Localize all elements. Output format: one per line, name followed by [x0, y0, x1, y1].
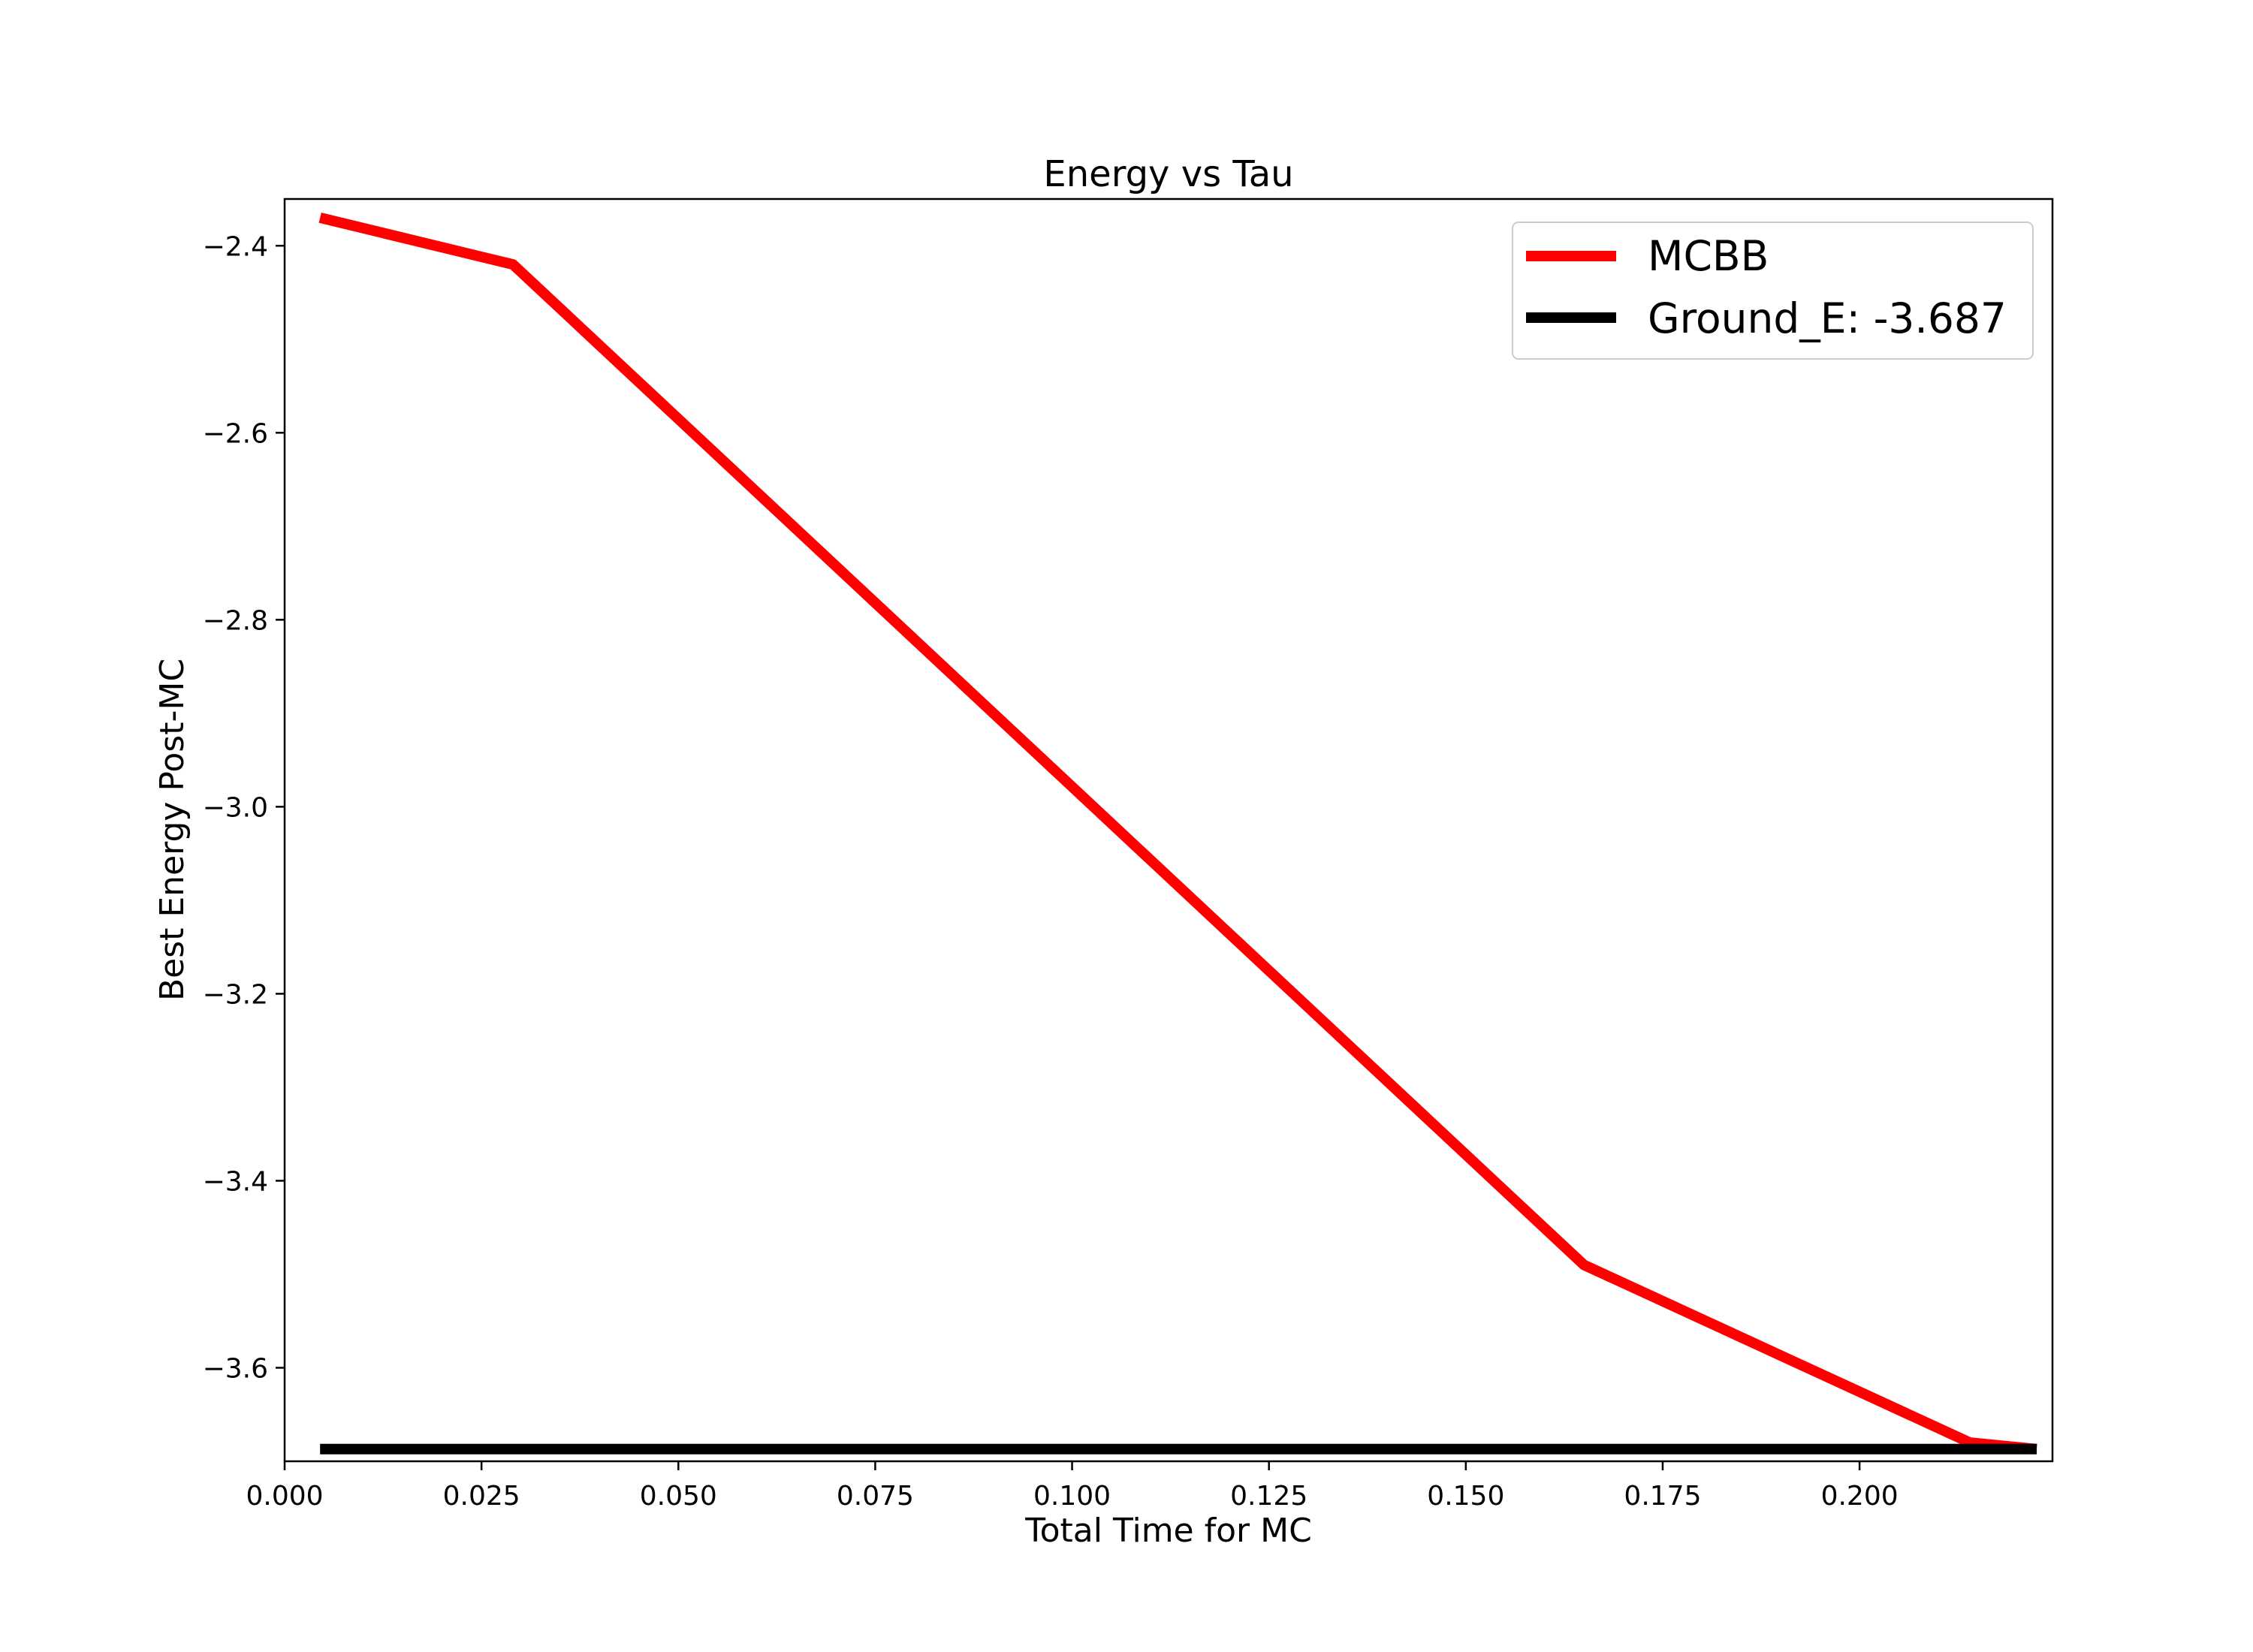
y-tick-label: −3.4 — [203, 1166, 268, 1197]
plot-area — [318, 213, 2037, 1455]
x-tick-label: 0.000 — [246, 1481, 323, 1512]
x-tick-label: 0.075 — [837, 1481, 914, 1512]
plot-frame — [283, 197, 2054, 1463]
y-tick-label: −2.8 — [203, 605, 268, 636]
y-tick-label: −2.6 — [203, 418, 268, 449]
x-tick-label: 0.025 — [443, 1481, 520, 1512]
x-tick-label: 0.175 — [1624, 1481, 1701, 1512]
y-axis-ticks: −2.4 −2.6 −2.8 −3.0 −3.2 −3.4 −3.6 — [203, 231, 285, 1384]
x-axis-ticks: 0.000 0.025 0.050 0.075 0.100 0.125 0.150 0.175… — [246, 1461, 1899, 1512]
x-tick-label: 0.125 — [1230, 1481, 1307, 1512]
x-tick-label: 0.050 — [640, 1481, 717, 1512]
y-tick-label: −3.0 — [203, 792, 268, 823]
y-tick-label: −3.6 — [203, 1353, 268, 1384]
chart-title: Energy vs Tau — [1043, 153, 1293, 195]
y-tick-label: −3.2 — [203, 979, 268, 1010]
y-tick-label: −2.4 — [203, 231, 268, 262]
y-axis-label: Best Energy Post-MC — [153, 659, 192, 1001]
x-tick-label: 0.150 — [1427, 1481, 1504, 1512]
legend: MCBB Ground_E: -3.687 — [1512, 222, 2034, 360]
series-line-mcbb — [318, 213, 2037, 1455]
x-tick-label: 0.200 — [1821, 1481, 1899, 1512]
legend-label-mcbb: MCBB — [1648, 232, 1769, 280]
legend-box — [1512, 222, 2034, 360]
x-axis-label: Total Time for MC — [1024, 1512, 1312, 1550]
x-tick-label: 0.100 — [1033, 1481, 1111, 1512]
legend-label-ground-e: Ground_E: -3.687 — [1648, 294, 2007, 342]
